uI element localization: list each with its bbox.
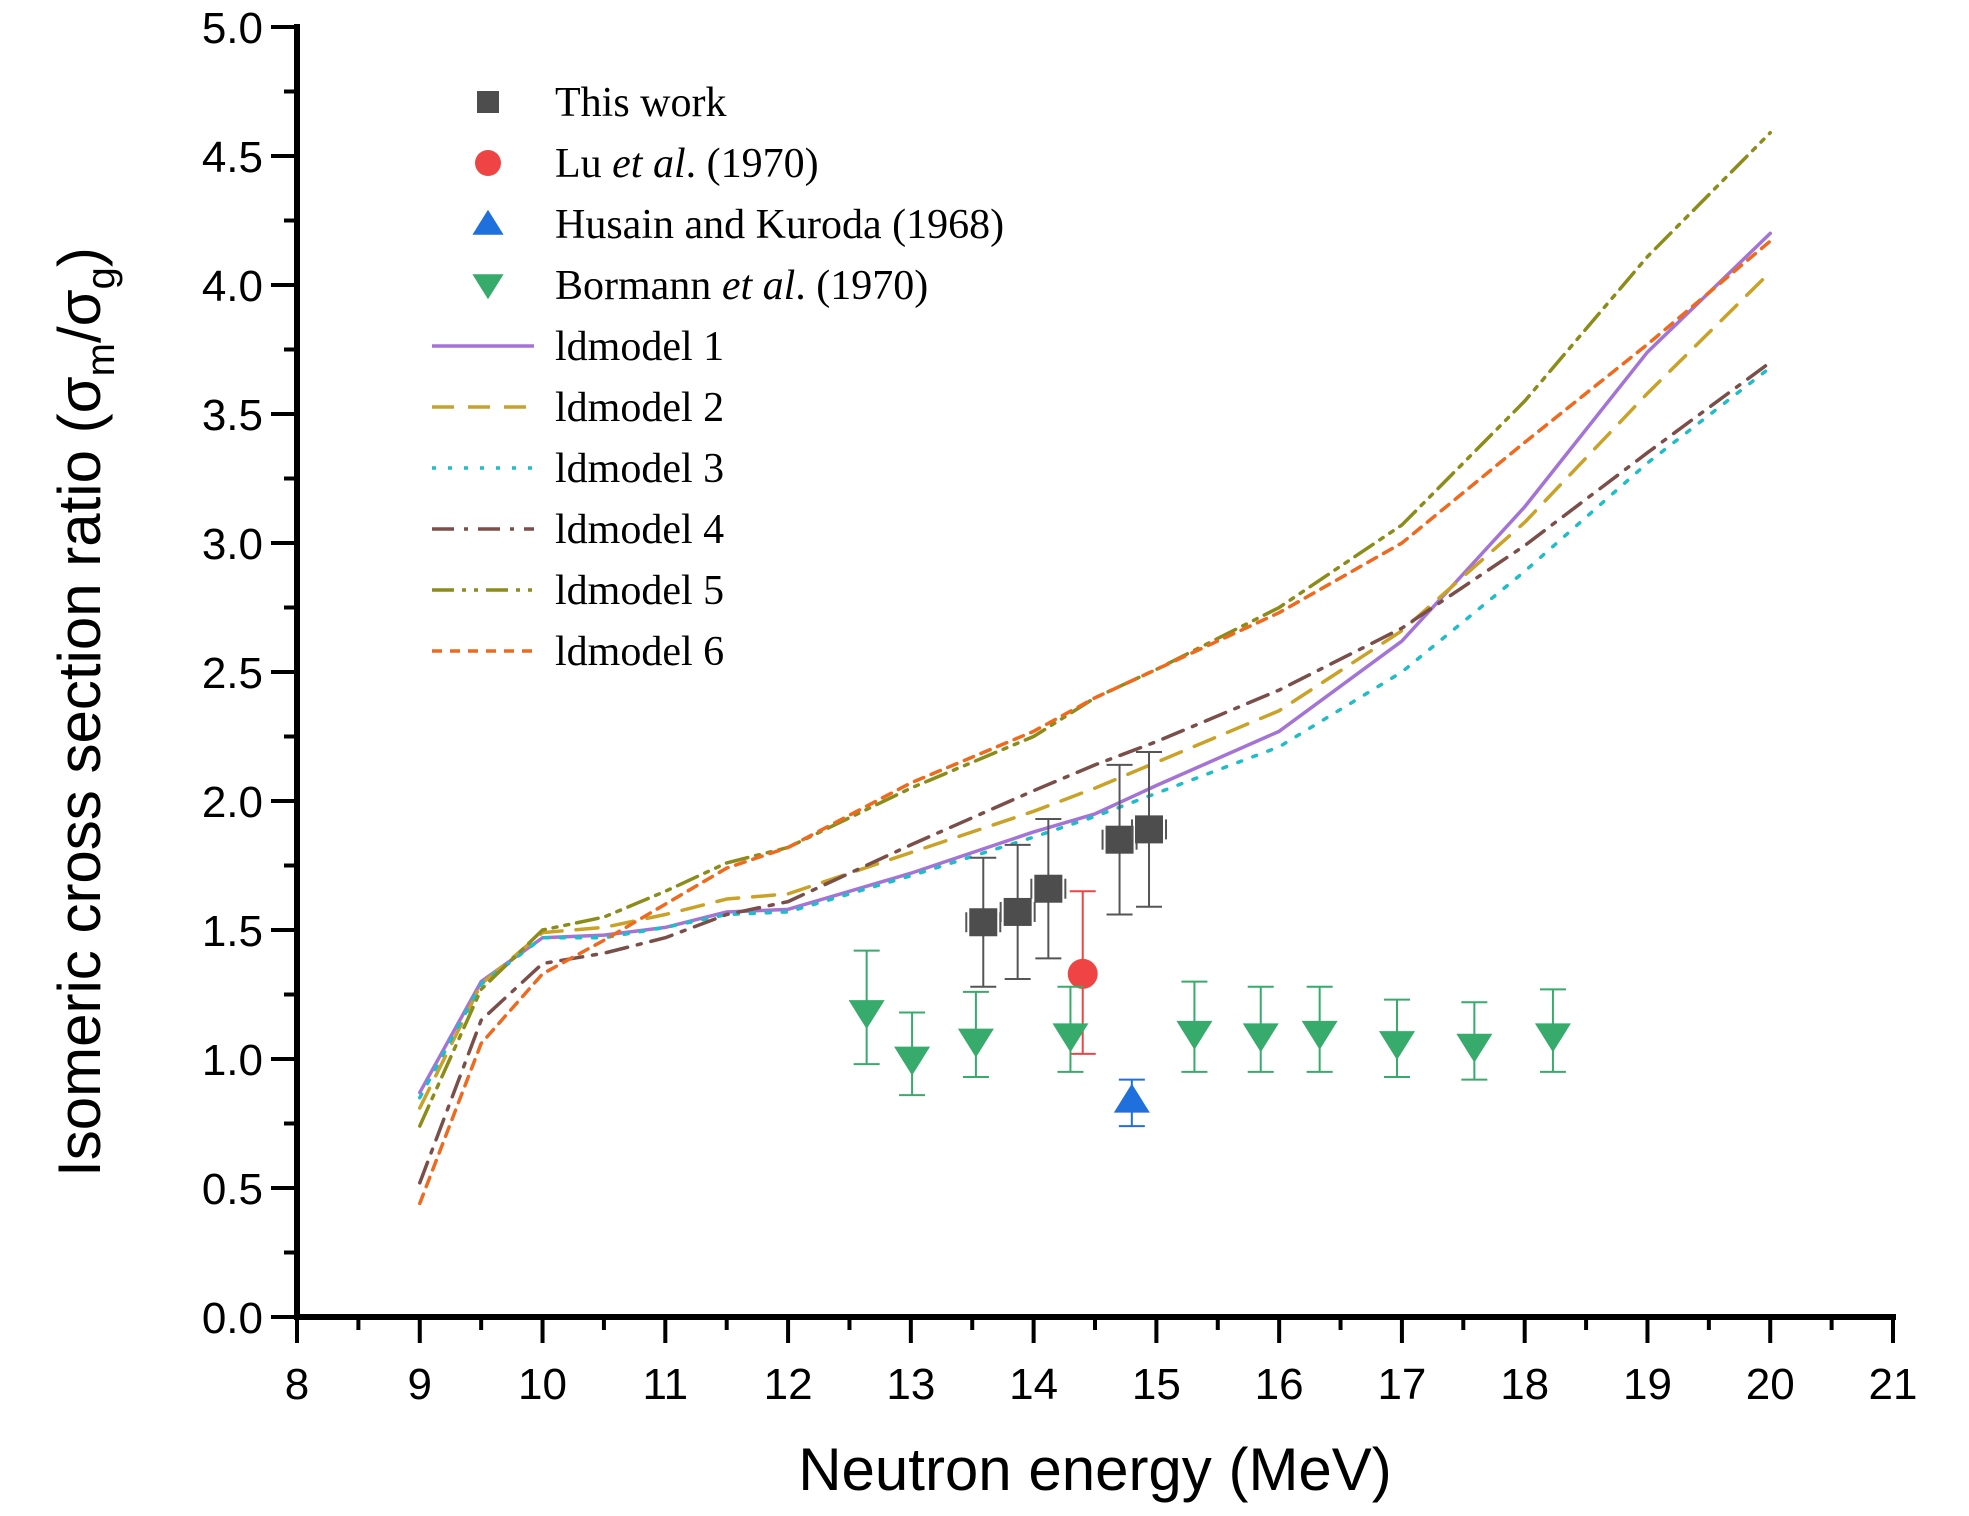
x-tick-label: 8 bbox=[285, 1360, 309, 1409]
x-tick-label: 16 bbox=[1255, 1360, 1304, 1409]
legend-label: ldmodel 1 bbox=[555, 324, 724, 370]
legend-label: Lu et al. (1970) bbox=[555, 141, 819, 187]
x-tick-label: 18 bbox=[1500, 1360, 1549, 1409]
x-tick-label: 14 bbox=[1009, 1360, 1058, 1409]
data-point-square bbox=[1034, 874, 1063, 903]
y-tick-label: 2.5 bbox=[202, 649, 263, 698]
axes: 8 9 10 11 12 13 14 15 16 17 18 19 20 21 0.0 0.5 1.0 1.5 2… bbox=[202, 4, 1918, 1409]
legend-label: ldmodel 6 bbox=[555, 629, 724, 675]
y-tick-label: 3.0 bbox=[202, 520, 263, 569]
x-tick-label: 12 bbox=[764, 1360, 813, 1409]
legend-label: Bormann et al. (1970) bbox=[555, 263, 928, 309]
data-points bbox=[848, 750, 1571, 1128]
x-tick-label: 9 bbox=[408, 1360, 432, 1409]
data-point-circle bbox=[1067, 958, 1098, 989]
y-tick-label: 4.5 bbox=[202, 133, 263, 182]
data-point-triangle-up bbox=[1113, 1083, 1150, 1113]
x-tick-label: 15 bbox=[1132, 1360, 1181, 1409]
data-point-triangle-down bbox=[1176, 1020, 1213, 1050]
data-point-square bbox=[1003, 897, 1032, 926]
y-tick-label: 4.0 bbox=[202, 262, 263, 311]
y-axis-title-slash: / bbox=[46, 326, 113, 343]
data-point-triangle-down bbox=[1456, 1033, 1493, 1063]
x-tick-label: 10 bbox=[518, 1360, 567, 1409]
data-point-triangle-down bbox=[957, 1028, 994, 1058]
y-axis-title-sub-m: m bbox=[79, 343, 123, 376]
x-tick-label: 19 bbox=[1623, 1360, 1672, 1409]
model-curve-ldmodel-6 bbox=[418, 239, 1772, 1206]
data-point-triangle-down bbox=[1242, 1023, 1279, 1053]
legend-marker-square bbox=[477, 91, 499, 113]
legend-label: ldmodel 2 bbox=[555, 385, 724, 431]
legend-label: ldmodel 4 bbox=[555, 507, 724, 553]
legend-marker-circle bbox=[475, 150, 501, 176]
x-tick-label: 17 bbox=[1377, 1360, 1426, 1409]
x-axis-ticks: 8 9 10 11 12 13 14 15 16 17 18 19 20 21 bbox=[285, 1317, 1918, 1409]
y-tick-label: 1.5 bbox=[202, 907, 263, 956]
x-tick-label: 11 bbox=[642, 1360, 688, 1409]
y-axis-title-sub-g: g bbox=[79, 267, 123, 289]
x-tick-label: 13 bbox=[886, 1360, 935, 1409]
data-point-square bbox=[1135, 815, 1164, 844]
legend-label: ldmodel 3 bbox=[555, 446, 724, 492]
data-point-square bbox=[969, 908, 998, 937]
model-curves bbox=[418, 131, 1772, 1206]
y-axis-ticks: 0.0 0.5 1.0 1.5 2.0 2.5 3.0 3.5 4.0 4.5 5.0 bbox=[202, 4, 297, 1343]
x-tick-label: 21 bbox=[1869, 1360, 1918, 1409]
y-axis-title-prefix: Isomeric cross section ratio ( bbox=[46, 413, 113, 1177]
y-axis-title-sigma-g: σ bbox=[46, 289, 113, 326]
legend-marker-triangle-up bbox=[472, 209, 504, 235]
data-point-triangle-down bbox=[848, 1000, 885, 1030]
data-point-triangle-down bbox=[1052, 1023, 1089, 1053]
y-tick-label: 2.0 bbox=[202, 778, 263, 827]
y-tick-label: 5.0 bbox=[202, 4, 263, 53]
legend-marker-triangle-down bbox=[472, 274, 504, 300]
model-curve-ldmodel-1 bbox=[418, 231, 1772, 1095]
y-tick-label: 0.0 bbox=[202, 1294, 263, 1343]
marker-series-0 bbox=[965, 750, 1168, 988]
legend-label: This work bbox=[555, 80, 727, 126]
y-axis-title-suffix: ) bbox=[46, 247, 113, 267]
data-point-triangle-down bbox=[1379, 1031, 1416, 1061]
y-tick-label: 0.5 bbox=[202, 1165, 263, 1214]
marker-series-2 bbox=[1113, 1078, 1150, 1128]
x-tick-label: 20 bbox=[1746, 1360, 1795, 1409]
data-point-triangle-down bbox=[1301, 1020, 1338, 1050]
y-axis-title: Isomeric cross section ratio (σm/σg) bbox=[46, 247, 123, 1177]
marker-series-3 bbox=[848, 949, 1571, 1097]
data-point-square bbox=[1105, 825, 1134, 854]
y-tick-label: 3.5 bbox=[202, 391, 263, 440]
legend-label: ldmodel 5 bbox=[555, 568, 724, 614]
data-point-triangle-down bbox=[894, 1046, 931, 1076]
y-axis-title-sigma-m: σ bbox=[46, 376, 113, 413]
model-curve-ldmodel-2 bbox=[418, 270, 1772, 1110]
data-point-triangle-down bbox=[1534, 1023, 1571, 1053]
y-tick-label: 1.0 bbox=[202, 1036, 263, 1085]
legend: This work Lu et al. (1970) Husain and Kuro… bbox=[432, 80, 1004, 675]
legend-label: Husain and Kuroda (1968) bbox=[555, 202, 1004, 248]
x-axis-title: Neutron energy (MeV) bbox=[798, 1436, 1392, 1503]
